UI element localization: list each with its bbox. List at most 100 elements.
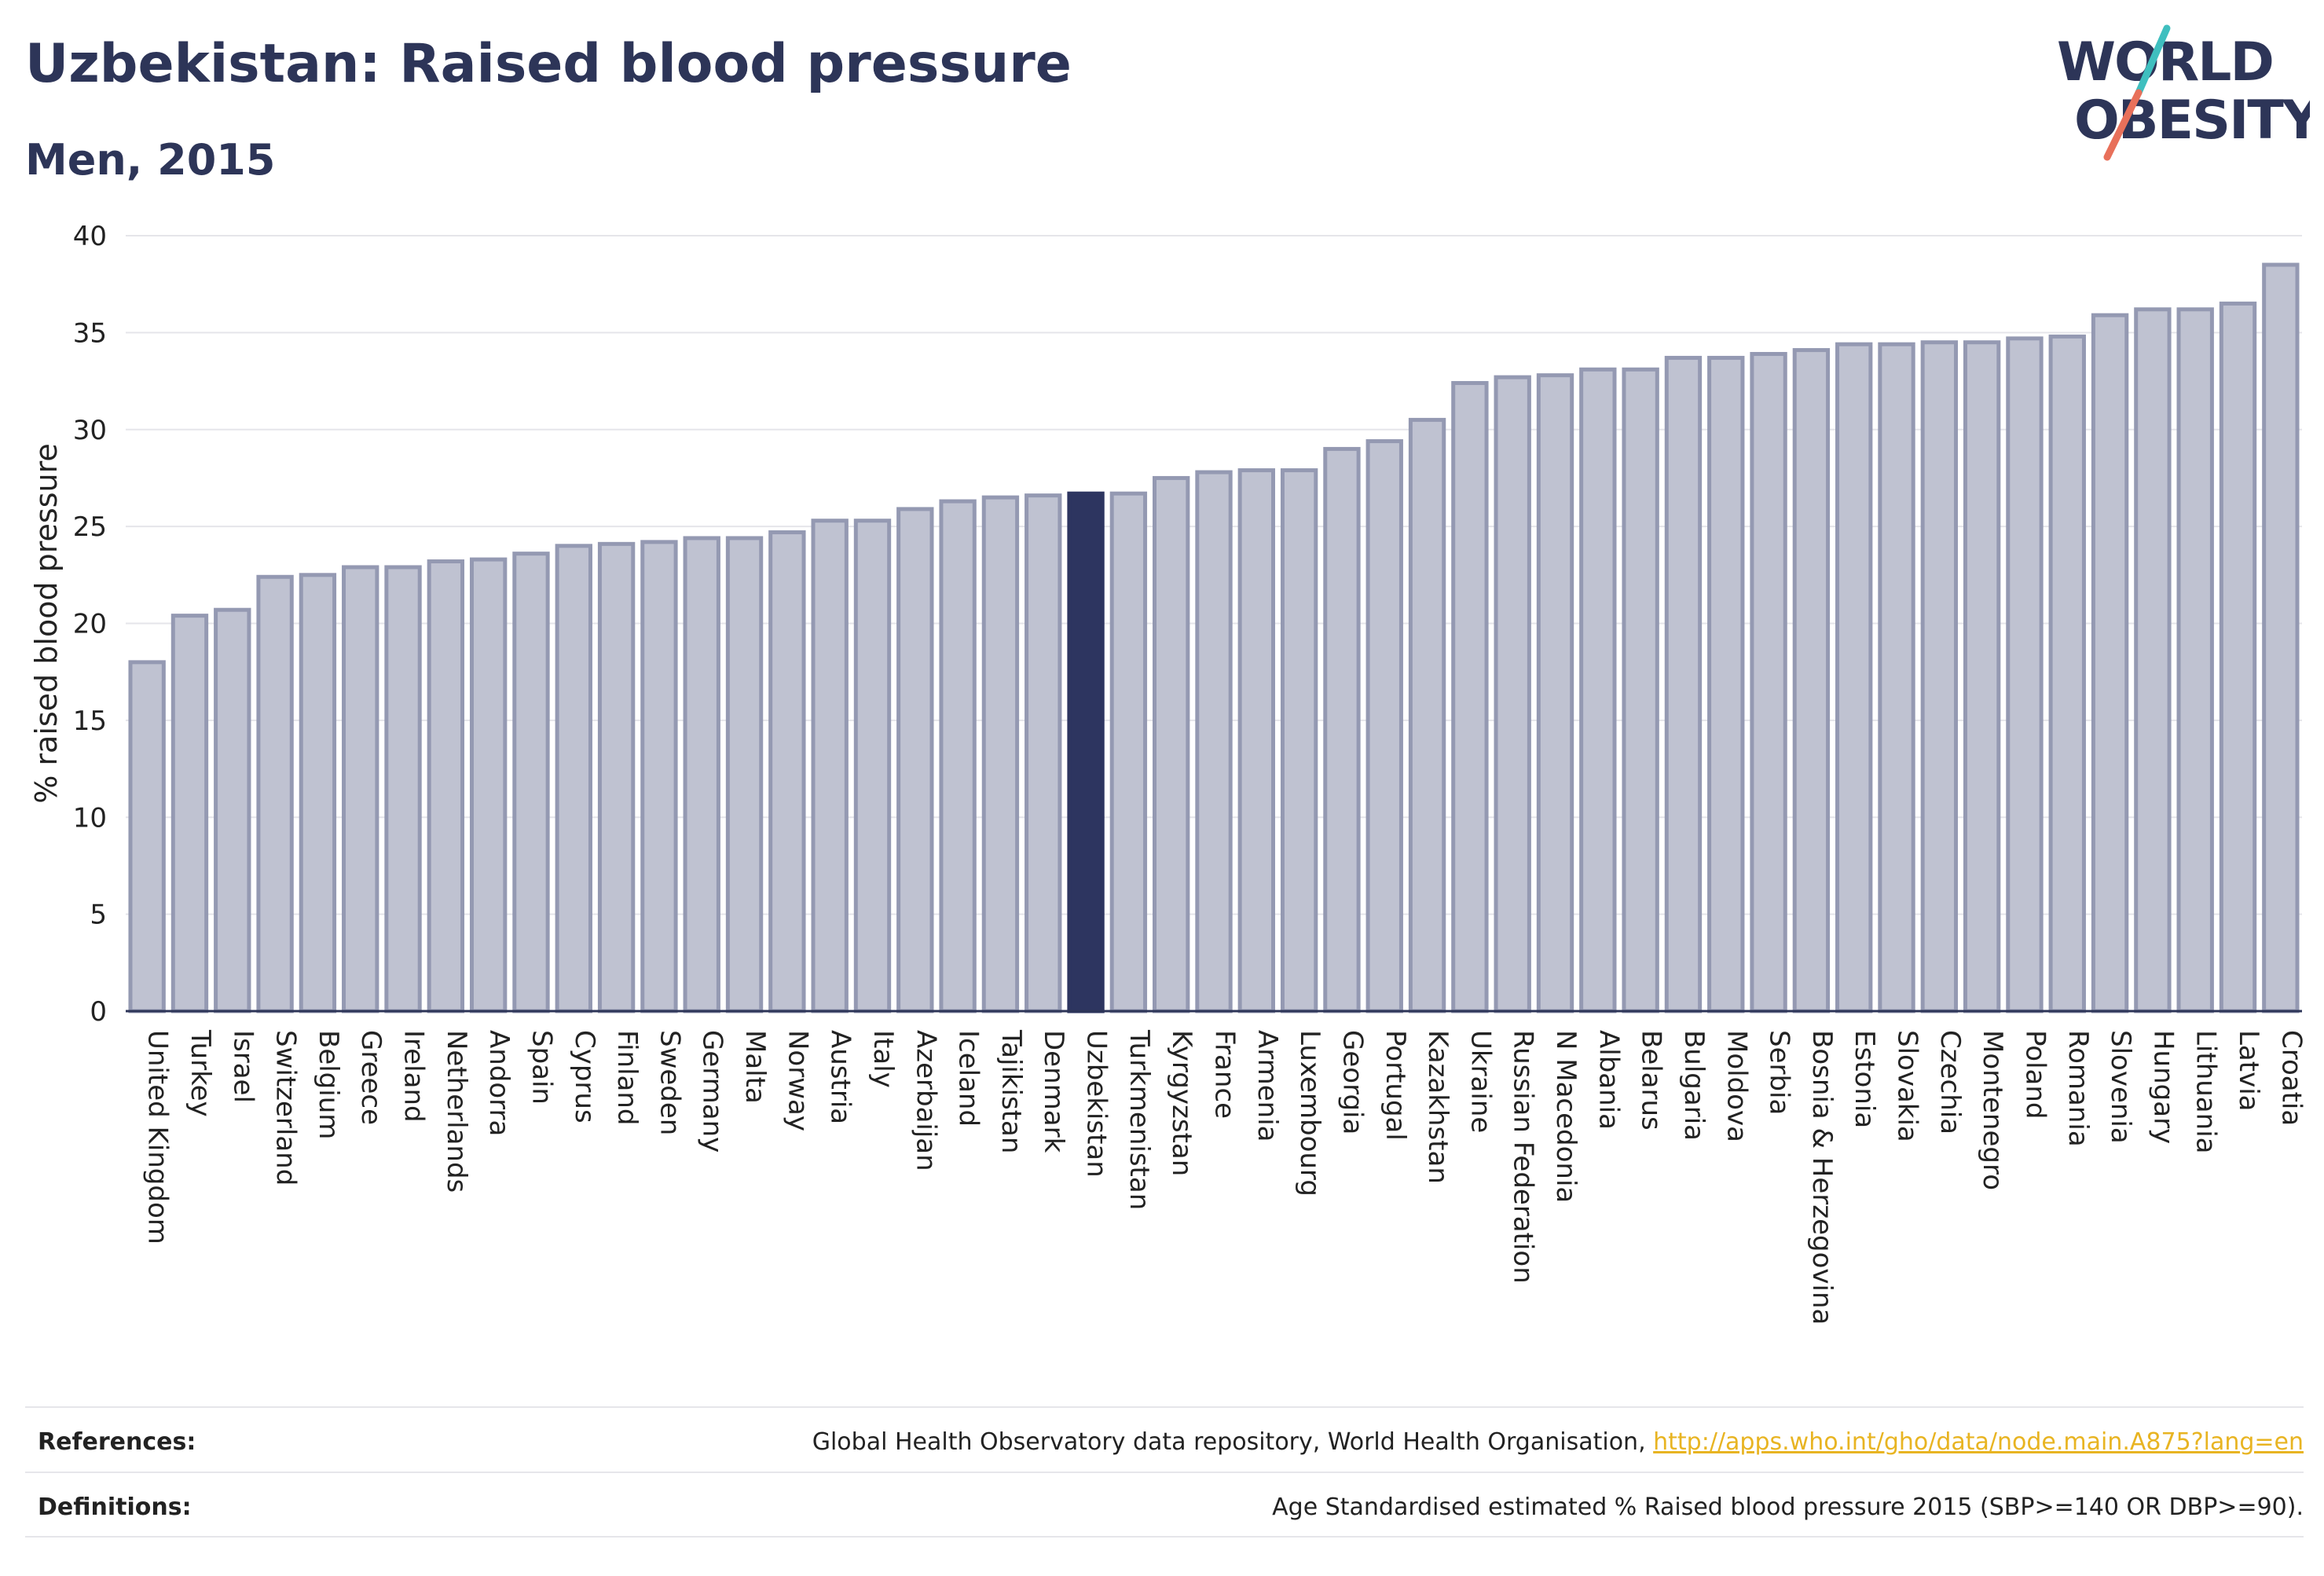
x-tick-label: Belarus <box>1636 1030 1667 1131</box>
y-tick-label: 15 <box>73 706 107 737</box>
x-tick-label: Uzbekistan <box>1081 1030 1113 1178</box>
x-tick-label: Croatia <box>2275 1030 2307 1126</box>
x-tick-label: Finland <box>611 1030 643 1126</box>
bar-portugal <box>1365 439 1403 1013</box>
bar-kyrgyzstan <box>1153 475 1190 1013</box>
bar-italy <box>853 519 892 1013</box>
x-tick-label: United Kingdom <box>142 1030 174 1244</box>
x-tick-label: Switzerland <box>270 1030 302 1186</box>
x-tick-label: Spain <box>526 1030 557 1105</box>
x-tick-label: Ukraine <box>1464 1030 1496 1133</box>
bar-israel <box>214 607 251 1013</box>
x-tick-label: Cyprus <box>569 1030 600 1123</box>
bar-iceland <box>939 499 977 1013</box>
x-tick-label: Ireland <box>398 1030 430 1123</box>
x-tick-label: Poland <box>2019 1030 2051 1120</box>
bar-united-kingdom <box>128 660 166 1013</box>
bar-armenia <box>1237 468 1275 1013</box>
bar-sweden <box>640 540 678 1013</box>
y-tick-label: 35 <box>73 317 107 349</box>
bar-chart: 0 5 10 15 20 25 30 35 40 United Kingdom Turkey Isr… <box>29 221 2308 1325</box>
chart-subtitle: Men, 2015 <box>25 135 276 185</box>
x-tick-label: Latvia <box>2233 1030 2264 1112</box>
bar-croatia <box>2262 262 2300 1013</box>
x-tick-label: Germany <box>697 1030 728 1153</box>
y-tick-label: 5 <box>90 900 107 931</box>
bar-uzbekistan <box>1067 491 1105 1013</box>
bar-tajikistan <box>981 495 1020 1013</box>
world-obesity-logo: WORLD OBESITY <box>2057 24 2310 161</box>
x-tick-label: Netherlands <box>441 1030 472 1193</box>
bar-bulgaria <box>1664 355 1703 1013</box>
footer-divider-top <box>25 1406 2304 1408</box>
x-tick-label: Georgia <box>1336 1030 1368 1134</box>
bar-belgium <box>299 573 337 1013</box>
bar-bosnia-herzegovina <box>1792 348 1831 1013</box>
y-tick-label: 40 <box>73 221 107 252</box>
x-tick-label: Azerbaijan <box>910 1030 941 1171</box>
y-tick-label: 30 <box>73 415 107 446</box>
x-tick-label: Belgium <box>313 1030 344 1139</box>
chart-title: Uzbekistan: Raised blood pressure <box>25 33 1072 95</box>
x-tick-label: Romania <box>2062 1030 2094 1147</box>
x-tick-label: Bosnia & Herzegovina <box>1806 1030 1838 1325</box>
references-label: References: <box>38 1428 196 1456</box>
bar-georgia <box>1323 446 1361 1013</box>
bar-slovakia <box>1878 342 1915 1013</box>
x-tick-label: Andorra <box>483 1030 515 1136</box>
references-source: Global Health Observatory data repositor… <box>812 1428 1654 1456</box>
bar-latvia <box>2219 301 2257 1013</box>
x-tick-label: Greece <box>355 1030 387 1125</box>
bar-cyprus <box>555 544 592 1013</box>
y-axis-label: % raised blood pressure <box>29 443 64 804</box>
x-tick-label: Denmark <box>1038 1030 1069 1153</box>
y-axis-ticks: 0 5 10 15 20 25 30 35 40 <box>73 221 107 1028</box>
bar-russian-federation <box>1494 375 1531 1013</box>
x-tick-label: Austria <box>825 1030 856 1124</box>
x-tick-label: Iceland <box>953 1030 984 1127</box>
x-tick-label: Slovenia <box>2105 1030 2136 1144</box>
bar-czechia <box>1920 340 1959 1013</box>
y-tick-label: 20 <box>73 609 107 640</box>
definitions-text: Age Standardised estimated % Raised bloo… <box>1272 1494 2304 1521</box>
x-tick-label: Norway <box>782 1030 813 1131</box>
x-tick-label: Bulgaria <box>1678 1030 1710 1141</box>
definitions-label: Definitions: <box>38 1494 192 1521</box>
bar-albania <box>1579 367 1617 1013</box>
bar-slovenia <box>2091 313 2129 1013</box>
bar-spain <box>512 552 550 1013</box>
x-tick-label: Sweden <box>654 1030 685 1135</box>
bar-andorra <box>469 557 508 1013</box>
x-tick-label: Turkey <box>185 1029 216 1117</box>
x-tick-label: Moldova <box>1721 1030 1752 1142</box>
x-tick-label: France <box>1209 1030 1241 1119</box>
x-tick-label: Turkmenistan <box>1124 1029 1155 1210</box>
bar-poland <box>2006 336 2044 1013</box>
x-tick-label: Armenia <box>1252 1030 1283 1142</box>
bar-montenegro <box>1963 340 2001 1013</box>
bar-malta <box>725 536 764 1013</box>
x-tick-label: N Macedonia <box>1550 1030 1582 1203</box>
bar-greece <box>342 565 379 1013</box>
bars <box>128 262 2300 1013</box>
bar-turkmenistan <box>1109 491 1148 1013</box>
bar-denmark <box>1025 493 1062 1013</box>
bar-estonia <box>1835 342 1873 1013</box>
bar-turkey <box>170 614 209 1013</box>
bar-germany <box>683 536 720 1013</box>
bar-romania <box>2048 334 2086 1013</box>
y-tick-label: 10 <box>73 802 107 834</box>
references-link[interactable]: http://apps.who.int/gho/data/node.main.A… <box>1653 1428 2304 1456</box>
bar-norway <box>768 530 806 1013</box>
bar-moldova <box>1707 355 1745 1013</box>
x-axis-labels: United Kingdom Turkey Israel Switzerland Bel… <box>142 1029 2308 1325</box>
x-tick-label: Hungary <box>2147 1030 2179 1144</box>
x-tick-label: Kyrgyzstan <box>1166 1030 1197 1176</box>
bar-serbia <box>1750 352 1787 1013</box>
x-tick-label: Portugal <box>1380 1030 1411 1141</box>
x-tick-label: Serbia <box>1764 1030 1795 1115</box>
bar-belarus <box>1622 367 1659 1013</box>
x-tick-label: Montenegro <box>1977 1030 2008 1190</box>
bar-ireland <box>384 565 422 1013</box>
bar-switzerland <box>256 574 294 1013</box>
